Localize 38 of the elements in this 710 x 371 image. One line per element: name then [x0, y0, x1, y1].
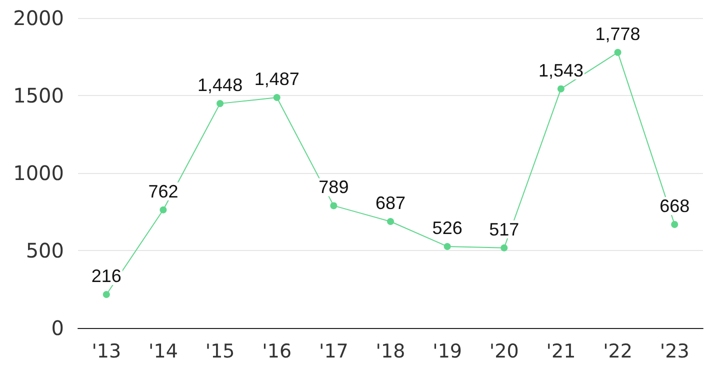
y-tick-label: 2000 [13, 6, 64, 30]
x-tick-label: '13 [92, 340, 122, 362]
x-tick-label: '21 [546, 340, 576, 362]
y-tick-label: 500 [26, 238, 64, 262]
data-label: 789 [318, 177, 349, 198]
x-tick-label: '22 [603, 340, 632, 362]
x-tick-label: '14 [148, 340, 178, 362]
x-tick-label: '15 [205, 340, 235, 362]
y-tick-label: 0 [51, 316, 64, 340]
data-label: 1,487 [254, 69, 300, 90]
x-tick-label: '18 [376, 340, 406, 362]
point [557, 85, 564, 92]
data-label: 1,778 [595, 24, 640, 44]
point [330, 202, 338, 210]
data-label: 216 [91, 266, 122, 286]
data-label: 668 [660, 196, 690, 216]
point [444, 242, 451, 250]
point [160, 206, 167, 214]
x-tick-label: '20 [489, 340, 519, 362]
x-tick-label: '17 [318, 340, 348, 362]
y-tick-label: 1500 [13, 84, 64, 108]
x-tick-label: '19 [432, 340, 462, 362]
x-tick-label: '23 [660, 340, 690, 362]
point [671, 220, 678, 228]
data-label: 526 [432, 218, 462, 238]
point [216, 100, 224, 108]
point [614, 48, 622, 56]
point [500, 244, 508, 252]
data-label: 1,543 [538, 60, 584, 80]
data-label: 517 [489, 219, 520, 240]
point [102, 291, 110, 298]
data-label: 687 [375, 193, 406, 214]
data-label: 762 [148, 181, 178, 202]
y-tick-label: 1000 [13, 161, 64, 185]
point [273, 94, 280, 102]
data-label: 1,448 [198, 75, 243, 96]
point [387, 218, 394, 226]
x-tick-label: '16 [262, 340, 292, 362]
